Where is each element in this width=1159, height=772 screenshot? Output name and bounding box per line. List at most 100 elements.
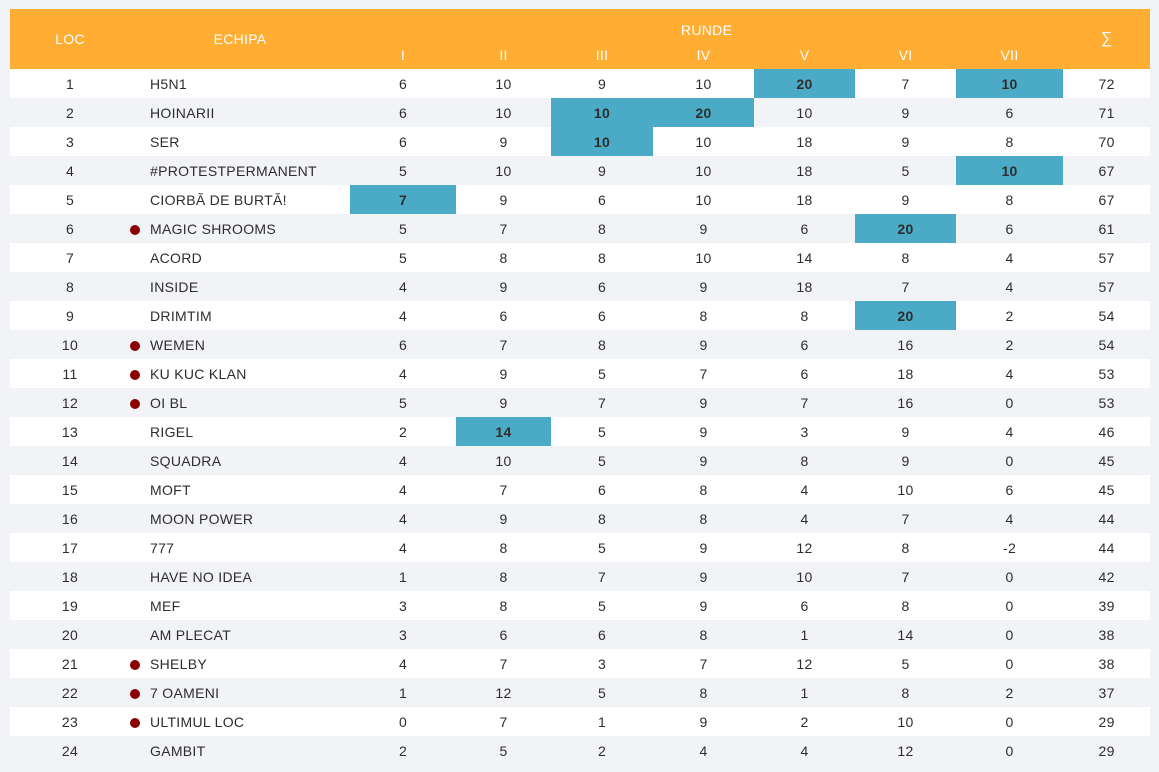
team-name-cell: MOFT bbox=[150, 475, 351, 504]
header-round-4[interactable]: IV bbox=[653, 40, 755, 69]
score-cell-round-7: 6 bbox=[956, 98, 1064, 127]
marker-cell bbox=[130, 185, 150, 214]
score-cell-round-7: 6 bbox=[956, 475, 1064, 504]
rank-cell: 22 bbox=[10, 678, 130, 707]
standings-table: LOC ECHIPA RUNDE ∑ I II III IV V VI VII 1 H5N1 6… bbox=[10, 9, 1151, 765]
team-name-cell: HOINARII bbox=[150, 98, 351, 127]
score-cell-round-7: 6 bbox=[956, 214, 1064, 243]
score-cell-round-6: 9 bbox=[855, 417, 957, 446]
score-cell-round-3: 7 bbox=[551, 388, 654, 417]
score-cell-round-5: 10 bbox=[754, 562, 856, 591]
score-cell-round-3: 6 bbox=[551, 301, 654, 330]
score-cell-round-6: 7 bbox=[855, 69, 957, 98]
score-cell-round-1: 4 bbox=[350, 359, 457, 388]
score-cell-round-1: 2 bbox=[350, 736, 457, 765]
score-cell-round-6: 16 bbox=[855, 388, 957, 417]
score-cell-round-1: 4 bbox=[350, 272, 457, 301]
score-cell-round-6: 10 bbox=[855, 707, 957, 736]
score-cell-round-5: 20 bbox=[754, 69, 856, 98]
rank-cell: 4 bbox=[10, 156, 130, 185]
score-cell-round-2: 10 bbox=[456, 69, 552, 98]
score-cell-round-3: 8 bbox=[551, 243, 654, 272]
table-row: 7 ACORD 5 8 8 10 14 8 4 57 bbox=[10, 243, 1151, 272]
marker-cell bbox=[130, 359, 150, 388]
rank-cell: 10 bbox=[10, 330, 130, 359]
total-cell: 72 bbox=[1063, 69, 1151, 98]
score-cell-round-3: 8 bbox=[551, 330, 654, 359]
score-cell-round-7: 0 bbox=[956, 388, 1064, 417]
header-echipa[interactable]: ECHIPA bbox=[130, 9, 351, 69]
table-row: 23 ULTIMUL LOC 0 7 1 9 2 10 0 29 bbox=[10, 707, 1151, 736]
marker-cell bbox=[130, 562, 150, 591]
header-total[interactable]: ∑ bbox=[1063, 9, 1151, 69]
table-row: 11 KU KUC KLAN 4 9 5 7 6 18 4 53 bbox=[10, 359, 1151, 388]
score-cell-round-7: 0 bbox=[956, 707, 1064, 736]
rank-cell: 13 bbox=[10, 417, 130, 446]
score-cell-round-1: 6 bbox=[350, 98, 457, 127]
score-cell-round-1: 3 bbox=[350, 620, 457, 649]
score-cell-round-1: 4 bbox=[350, 504, 457, 533]
header-loc[interactable]: LOC bbox=[10, 9, 130, 69]
total-cell: 67 bbox=[1063, 185, 1151, 214]
score-cell-round-7: 8 bbox=[956, 127, 1064, 156]
header-round-5[interactable]: V bbox=[754, 40, 856, 69]
team-name-cell: ACORD bbox=[150, 243, 351, 272]
team-name-cell: 7 OAMENI bbox=[150, 678, 351, 707]
score-cell-round-4: 10 bbox=[653, 127, 755, 156]
team-name-cell: KU KUC KLAN bbox=[150, 359, 351, 388]
rank-cell: 23 bbox=[10, 707, 130, 736]
marker-cell bbox=[130, 620, 150, 649]
score-cell-round-2: 8 bbox=[456, 243, 552, 272]
header-round-7[interactable]: VII bbox=[956, 40, 1064, 69]
header-round-6[interactable]: VI bbox=[855, 40, 957, 69]
team-name-cell: MOON POWER bbox=[150, 504, 351, 533]
total-cell: 71 bbox=[1063, 98, 1151, 127]
score-cell-round-6: 16 bbox=[855, 330, 957, 359]
score-cell-round-4: 10 bbox=[653, 243, 755, 272]
score-cell-round-7: 2 bbox=[956, 301, 1064, 330]
team-name-cell: DRIMTIM bbox=[150, 301, 351, 330]
score-cell-round-5: 4 bbox=[754, 736, 856, 765]
total-cell: 57 bbox=[1063, 243, 1151, 272]
score-cell-round-1: 4 bbox=[350, 533, 457, 562]
score-cell-round-2: 8 bbox=[456, 533, 552, 562]
team-name-cell: 777 bbox=[150, 533, 351, 562]
score-cell-round-5: 7 bbox=[754, 388, 856, 417]
team-name-cell: GAMBIT bbox=[150, 736, 351, 765]
total-cell: 54 bbox=[1063, 330, 1151, 359]
marker-cell bbox=[130, 446, 150, 475]
score-cell-round-4: 10 bbox=[653, 69, 755, 98]
team-name-cell: #PROTESTPERMANENT bbox=[150, 156, 351, 185]
header-round-2[interactable]: II bbox=[456, 40, 552, 69]
team-name-cell: INSIDE bbox=[150, 272, 351, 301]
red-dot-icon bbox=[130, 369, 140, 380]
table-row: 1 H5N1 6 10 9 10 20 7 10 72 bbox=[10, 69, 1151, 98]
rank-cell: 1 bbox=[10, 69, 130, 98]
score-cell-round-3: 5 bbox=[551, 678, 654, 707]
total-cell: 44 bbox=[1063, 533, 1151, 562]
score-cell-round-4: 9 bbox=[653, 272, 755, 301]
score-cell-round-6: 8 bbox=[855, 243, 957, 272]
score-cell-round-4: 10 bbox=[653, 156, 755, 185]
score-cell-round-4: 9 bbox=[653, 562, 755, 591]
table-row: 4 #PROTESTPERMANENT 5 10 9 10 18 5 10 67 bbox=[10, 156, 1151, 185]
score-cell-round-4: 9 bbox=[653, 417, 755, 446]
header-round-1[interactable]: I bbox=[350, 40, 457, 69]
score-cell-round-6: 20 bbox=[855, 214, 957, 243]
score-cell-round-1: 1 bbox=[350, 562, 457, 591]
table-row: 19 MEF 3 8 5 9 6 8 0 39 bbox=[10, 591, 1151, 620]
team-name-cell: ULTIMUL LOC bbox=[150, 707, 351, 736]
header-round-3[interactable]: III bbox=[551, 40, 654, 69]
total-cell: 61 bbox=[1063, 214, 1151, 243]
marker-cell bbox=[130, 736, 150, 765]
score-cell-round-7: 0 bbox=[956, 591, 1064, 620]
table-row: 22 7 OAMENI 1 12 5 8 1 8 2 37 bbox=[10, 678, 1151, 707]
rank-cell: 15 bbox=[10, 475, 130, 504]
marker-cell bbox=[130, 127, 150, 156]
table-row: 21 SHELBY 4 7 3 7 12 5 0 38 bbox=[10, 649, 1151, 678]
table-row: 2 HOINARII 6 10 10 20 10 9 6 71 bbox=[10, 98, 1151, 127]
score-cell-round-3: 10 bbox=[551, 127, 654, 156]
score-cell-round-7: 10 bbox=[956, 69, 1064, 98]
score-cell-round-5: 3 bbox=[754, 417, 856, 446]
score-cell-round-7: 4 bbox=[956, 272, 1064, 301]
